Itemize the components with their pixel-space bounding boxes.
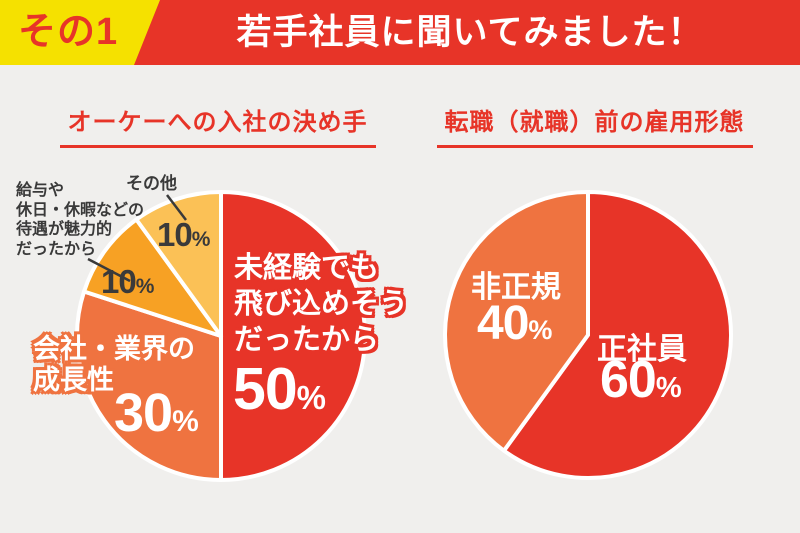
step-badge-label: その1 <box>18 11 119 53</box>
percent-sign: % <box>135 275 155 298</box>
slice-value-other-number: 10 <box>157 216 193 253</box>
slice-value-non-regular-number: 40 <box>477 297 529 350</box>
pie-slice-50pct <box>219 190 367 482</box>
pie-slice-10pct <box>134 190 223 338</box>
slice-label-regular: 正社員 <box>597 333 687 366</box>
chart-title-right-text: 転職（就職）前の雇用形態 <box>436 102 753 148</box>
percent-sign: % <box>172 405 199 438</box>
slice-value-non-regular: 40% <box>477 297 552 350</box>
pie-chart-left <box>75 190 367 482</box>
pie-slice-60pct <box>501 190 733 480</box>
slice-label-other: その他 <box>126 174 177 193</box>
pie-slice-30pct <box>75 289 223 482</box>
slice-value-growth-number: 30 <box>114 383 173 443</box>
pie-charts-canvas <box>75 190 733 482</box>
slice-value-inexperienced-number: 50 <box>233 356 298 422</box>
slice-value-growth: 30% <box>114 383 199 443</box>
pie-chart-right <box>443 190 733 480</box>
slice-value-inexperienced: 50% <box>233 360 326 419</box>
leader-line-benefits <box>87 257 131 283</box>
page-title: 若手社員に聞いてみました！ <box>236 13 704 52</box>
header-banner: その1 若手社員に聞いてみました！ <box>0 0 800 65</box>
percent-sign: % <box>528 315 552 345</box>
slice-label-non-regular: 非正規 <box>471 271 561 304</box>
slice-value-benefits-number: 10 <box>101 263 137 300</box>
slice-value-benefits: 10% <box>101 263 155 300</box>
slice-label-benefits: 給与や 休日・休暇などの 待遇が魅力的 だったから <box>16 182 145 258</box>
chart-title-left-text: オーケーへの入社の決め手 <box>59 102 376 148</box>
chart-title-left: オーケーへの入社の決め手 <box>25 102 410 148</box>
slice-value-other: 10% <box>157 216 211 253</box>
percent-sign: % <box>296 379 326 416</box>
slice-value-regular: 60% <box>600 351 682 409</box>
pie-slice-40pct <box>443 190 590 453</box>
pie-slice-10pct <box>82 217 223 338</box>
slice-value-regular-number: 60 <box>600 351 657 409</box>
percent-sign: % <box>191 228 211 251</box>
leader-line-other <box>166 194 187 221</box>
chart-title-right: 転職（就職）前の雇用形態 <box>402 102 787 148</box>
slice-label-growth: 会社・業界の 成長性 <box>33 334 195 395</box>
slice-label-inexperienced: 未経験でも 飛び込めそう だったから <box>234 252 409 356</box>
percent-sign: % <box>655 372 682 404</box>
step-badge <box>0 0 160 65</box>
